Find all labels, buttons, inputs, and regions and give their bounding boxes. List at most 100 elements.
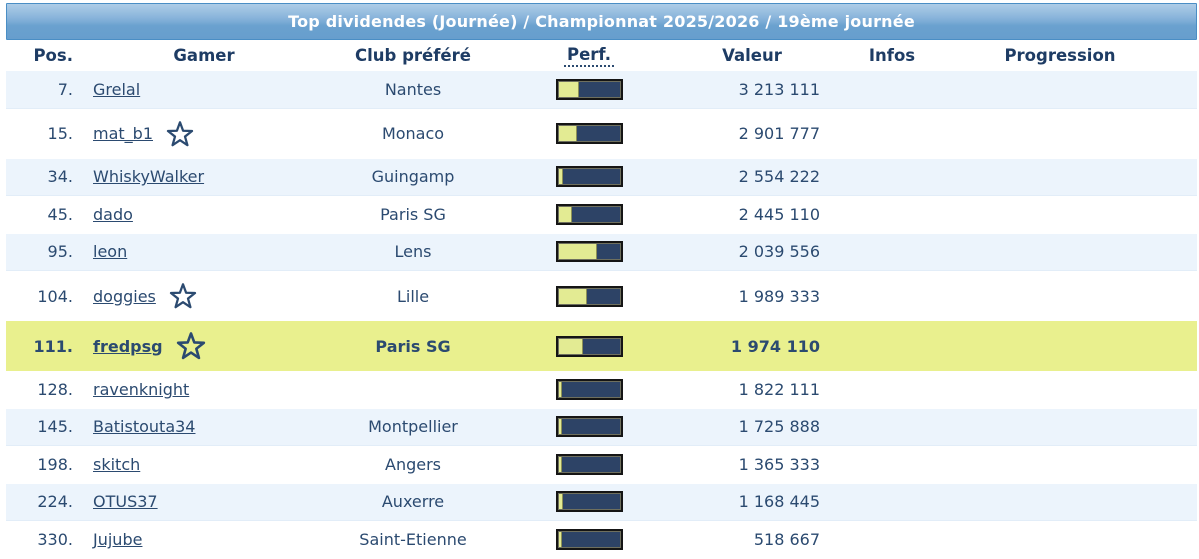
perf-bar-fill: [558, 244, 597, 260]
club-cell: Nantes: [384, 79, 442, 99]
position-cell: 7.: [57, 79, 73, 99]
perf-bar-fill: [558, 126, 577, 141]
perf-bar: [555, 379, 623, 401]
perf-cell: [496, 529, 682, 551]
star-outline-icon: [169, 283, 197, 309]
gamer-link[interactable]: Grelal: [93, 79, 141, 99]
page-title: Top dividendes (Journée) / Championnat 2…: [288, 12, 915, 31]
perf-cell: [496, 335, 682, 357]
club-cell: Guingamp: [371, 167, 455, 187]
perf-bar: [555, 123, 623, 144]
gamer-cell: dado: [78, 205, 330, 224]
perf-bar: [555, 241, 623, 263]
gamer-cell: WhiskyWalker: [78, 167, 330, 186]
gamer-link[interactable]: OTUS37: [93, 492, 158, 512]
perf-bar: [555, 529, 623, 551]
value-cell: 3 213 111: [738, 79, 820, 99]
club-cell: Saint-Etienne: [359, 530, 467, 550]
table-row: 7. Grelal Nantes 3 213 111: [6, 71, 1197, 109]
value-cell: 2 554 222: [738, 167, 820, 187]
club-cell: Lille: [396, 286, 430, 306]
gamer-link[interactable]: skitch: [93, 455, 141, 475]
position-cell: 15.: [47, 124, 73, 143]
perf-cell: [496, 204, 682, 226]
table-row: 34. WhiskyWalker Guingamp 2 554 222: [6, 158, 1197, 196]
table-row: 15. mat_b1 Monaco 2 901 777: [6, 108, 1197, 159]
position-cell: 145.: [37, 417, 73, 437]
value-cell: 518 667: [753, 530, 820, 550]
gamer-cell: ravenknight: [78, 380, 330, 399]
value-cell: 1 365 333: [738, 455, 820, 475]
club-cell: Lens: [394, 242, 432, 262]
value-cell: 1 822 111: [738, 380, 820, 400]
perf-cell: [496, 491, 682, 513]
perf-bar: [555, 454, 623, 476]
perf-bar-fill: [558, 288, 587, 304]
table-row: 128. ravenknight 1 822 111: [6, 371, 1197, 409]
gamer-link[interactable]: dado: [93, 205, 133, 225]
title-banner: Top dividendes (Journée) / Championnat 2…: [6, 3, 1197, 40]
perf-bar: [555, 204, 623, 226]
leaderboard-page: Top dividendes (Journée) / Championnat 2…: [0, 3, 1199, 559]
perf-bar-fill: [558, 532, 562, 548]
perf-cell: [496, 123, 682, 144]
gamer-link[interactable]: doggies: [93, 286, 156, 306]
perf-cell: [496, 416, 682, 438]
gamer-cell: Batistouta34: [78, 417, 330, 436]
position-cell: 95.: [47, 242, 73, 262]
club-cell: Paris SG: [375, 336, 451, 356]
gamer-link[interactable]: leon: [93, 242, 128, 262]
value-cell: 2 039 556: [738, 242, 820, 262]
value-cell: 1 168 445: [738, 492, 820, 512]
perf-bar: [555, 78, 623, 100]
table-row-current-user: 111. fredpsg Paris SG 1 974 110: [6, 321, 1197, 371]
perf-cell: [496, 379, 682, 401]
perf-cell: [496, 241, 682, 263]
gamer-link[interactable]: WhiskyWalker: [93, 167, 205, 187]
table-row: 145. Batistouta34 Montpellier 1 725 888: [6, 408, 1197, 446]
column-header-gamer: Gamer: [173, 46, 235, 65]
gamer-cell: fredpsg: [78, 330, 330, 362]
perf-cell: [496, 78, 682, 100]
club-cell: Paris SG: [380, 205, 446, 225]
value-cell: 1 989 333: [738, 286, 820, 306]
value-cell: 1 974 110: [730, 336, 820, 356]
perf-cell: [496, 285, 682, 307]
gamer-link[interactable]: ravenknight: [93, 380, 190, 400]
perf-bar: [555, 285, 623, 307]
position-cell: 128.: [37, 380, 73, 400]
perf-bar-fill: [558, 494, 563, 510]
table-row: 95. leon Lens 2 039 556: [6, 233, 1197, 271]
table-row: 45. dado Paris SG 2 445 110: [6, 196, 1197, 234]
column-header-valeur: Valeur: [722, 46, 782, 65]
value-cell: 2 901 777: [738, 124, 820, 143]
perf-bar: [555, 166, 623, 188]
gamer-cell: mat_b1: [78, 119, 330, 149]
perf-bar-fill: [558, 382, 562, 398]
dividends-table: Pos. Gamer Club préféré Perf. Valeur Inf…: [6, 40, 1197, 559]
position-cell: 330.: [37, 530, 73, 550]
gamer-cell: leon: [78, 242, 330, 261]
club-cell: Montpellier: [368, 417, 458, 437]
perf-bar: [555, 491, 623, 513]
gamer-cell: OTUS37: [78, 492, 330, 511]
position-cell: 45.: [47, 205, 73, 225]
perf-bar-fill: [558, 419, 562, 435]
gamer-link[interactable]: fredpsg: [93, 336, 163, 356]
club-cell: Monaco: [381, 124, 445, 143]
table-row: 104. doggies Lille 1 989 333: [6, 271, 1197, 321]
club-cell: Angers: [385, 455, 441, 475]
perf-bar-fill: [558, 207, 572, 223]
table-row: 330. Jujube Saint-Etienne 518 667: [6, 521, 1197, 559]
column-header-infos: Infos: [868, 46, 916, 65]
gamer-link[interactable]: Jujube: [93, 530, 143, 550]
perf-tooltip-label[interactable]: Perf.: [564, 45, 614, 67]
position-cell: 111.: [33, 336, 73, 356]
position-cell: 34.: [47, 167, 73, 187]
gamer-link[interactable]: Batistouta34: [93, 417, 196, 437]
gamer-cell: Grelal: [78, 80, 330, 99]
perf-bar-fill: [558, 338, 583, 354]
position-cell: 224.: [37, 492, 73, 512]
gamer-link[interactable]: mat_b1: [93, 124, 153, 143]
star-outline-icon: [176, 332, 205, 360]
